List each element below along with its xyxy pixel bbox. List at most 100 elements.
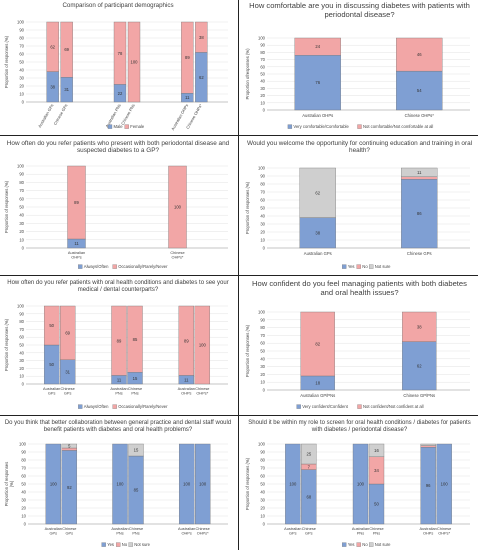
y-tick-label: 30 (19, 358, 24, 363)
data-label: 69 (65, 331, 70, 336)
bar-segment (402, 341, 437, 391)
legend-label: Always/Often (84, 264, 109, 269)
y-tick-label: 100 (17, 304, 25, 309)
legend-label: Yes (348, 264, 355, 269)
x-tick-label: OHPs* (172, 255, 184, 260)
chart-title: Comparison of participant demographics (62, 2, 174, 9)
y-tick-label: 0 (22, 382, 25, 387)
legend-label: Not confident/Not confident at all (363, 404, 424, 409)
y-tick-label: 40 (260, 79, 265, 84)
data-label: 38 (50, 84, 55, 89)
data-label: 25 (306, 452, 311, 457)
y-tick-label: 60 (19, 52, 24, 57)
chart-title: How comfortable are you in discussing di… (249, 1, 470, 19)
y-tick-label: 70 (19, 327, 24, 332)
bar-segment (396, 37, 443, 72)
data-label: 92 (67, 485, 72, 490)
y-tick-label: 10 (260, 238, 265, 243)
x-tick-label: Australian GPs (37, 103, 55, 129)
x-tick-label: Chinese GPs (407, 251, 432, 256)
y-tick-label: 30 (260, 364, 265, 369)
x-tick-label: PNs (115, 391, 122, 396)
y-tick-label: 90 (260, 174, 265, 179)
y-tick-label: 30 (260, 498, 265, 503)
x-tick-label: PNs (373, 531, 380, 536)
y-axis-label: Proportion of responses (%) (4, 318, 9, 371)
y-axis-label: Proportion of responses (%) (245, 324, 250, 377)
x-tick-label: Australian (178, 526, 195, 531)
data-label: 82 (315, 342, 320, 347)
y-tick-label: 10 (19, 92, 24, 97)
bar-segment (436, 443, 452, 525)
x-tick-label: OHPs* (196, 391, 208, 396)
data-label: 76 (315, 80, 320, 85)
chart-svg: 0 10 20 30 40 50 60 70 80 90 100 Proportion of resp… (245, 166, 470, 269)
data-label: 100 (50, 482, 58, 487)
legend-swatch (356, 264, 361, 269)
data-label: 31 (65, 370, 70, 375)
data-label: 100 (199, 343, 207, 348)
data-label: 24 (315, 44, 320, 49)
legend-label: Not sure (134, 542, 150, 547)
data-label: 89 (74, 200, 79, 205)
bar-segment (194, 443, 211, 525)
data-label: 34 (374, 468, 379, 473)
x-tick-label: Chinese PNs (120, 103, 136, 126)
y-tick-label: 50 (260, 349, 265, 354)
y-tick-label: 50 (19, 343, 24, 348)
bar-segment (59, 305, 76, 360)
y-tick-label: 10 (19, 237, 24, 242)
x-tick-label: Australian (352, 526, 369, 531)
data-label: 18 (315, 381, 320, 386)
legend-swatch (124, 124, 129, 129)
data-label: 38 (315, 230, 320, 235)
legend-swatch (78, 264, 83, 269)
data-label: 85 (134, 488, 139, 493)
x-tick-label: Chinese (128, 386, 142, 391)
y-tick-label: 50 (19, 205, 24, 210)
bar-segment (128, 443, 144, 457)
bar-segment (401, 179, 438, 249)
chart-svg: 0 10 20 30 40 50 60 70 80 90 100 Proportion of resp… (4, 164, 228, 269)
x-tick-label: Australian (68, 250, 85, 255)
y-tick-label: 90 (19, 28, 24, 33)
y-axis-label: Proportion of responses (%) (245, 457, 250, 510)
y-tick-label: 60 (19, 335, 24, 340)
data-label: 89 (117, 338, 122, 343)
bar-segment (420, 443, 436, 446)
y-tick-label: 60 (21, 474, 26, 479)
bar-segment (111, 305, 127, 376)
y-tick-label: 60 (260, 474, 265, 479)
y-tick-label: 0 (263, 246, 266, 251)
data-label: 7 (308, 464, 311, 469)
data-label: 31 (64, 87, 69, 92)
x-tick-label: Chinese GPs (52, 103, 68, 126)
legend-swatch (357, 124, 362, 129)
data-label: 50 (49, 362, 54, 367)
x-tick-label: OHPs (181, 391, 191, 396)
y-tick-label: 40 (19, 213, 24, 218)
bar-segment (112, 443, 128, 525)
x-tick-label: Chinese (369, 526, 383, 531)
panel-divider (0, 135, 478, 136)
data-label: 89 (185, 55, 190, 60)
y-tick-label: 100 (17, 164, 25, 169)
chart-title: Do you think that better collaboration b… (4, 420, 232, 433)
y-tick-label: 30 (19, 221, 24, 226)
y-tick-label: 90 (19, 311, 24, 316)
bar-segment (46, 21, 59, 72)
x-tick-label: GPs (305, 531, 313, 536)
chart-panel-4: Would you welcome the opportunity for co… (241, 138, 478, 272)
x-tick-label: GPs (64, 391, 72, 396)
x-tick-label: OHPs (423, 531, 433, 536)
y-tick-label: 10 (21, 514, 26, 519)
data-label: 38 (199, 35, 204, 40)
bar-segment (401, 176, 438, 180)
y-tick-label: 80 (260, 182, 265, 187)
x-tick-label: OHPs* (197, 531, 209, 536)
bar-segment (352, 443, 369, 525)
y-tick-label: 60 (260, 198, 265, 203)
y-tick-label: 80 (260, 325, 265, 330)
y-tick-label: 90 (260, 43, 265, 48)
